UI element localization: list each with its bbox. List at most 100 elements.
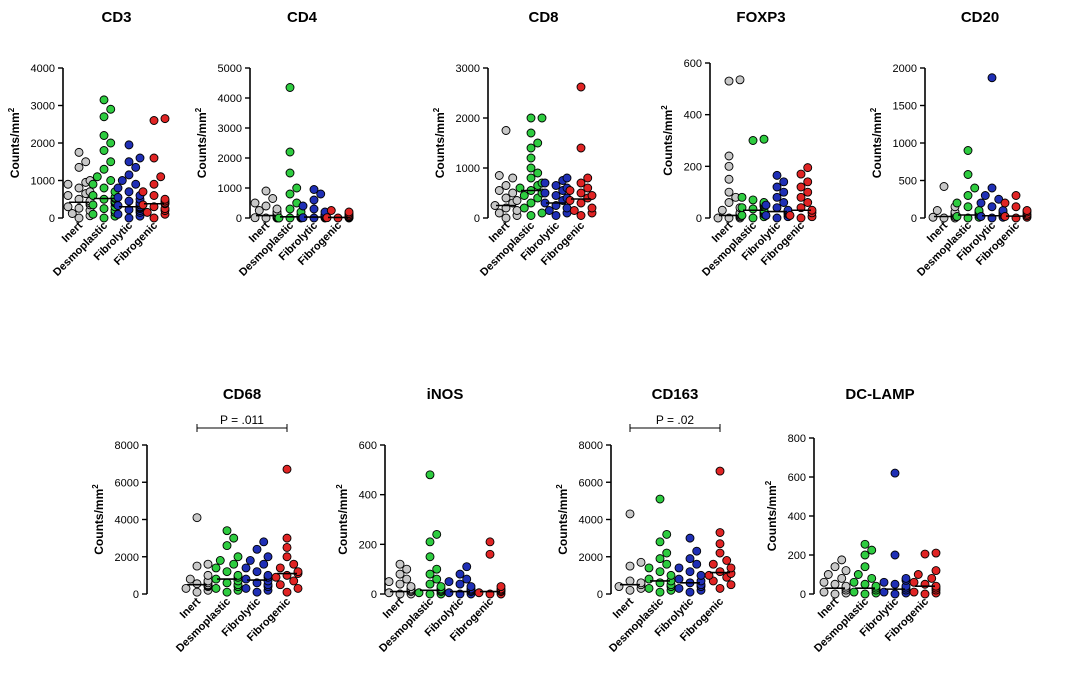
data-point-fibrogenic: [565, 186, 575, 195]
x-category-label: Inert: [611, 595, 637, 621]
y-tick-label: 6000: [579, 477, 603, 489]
y-tick-label: 3000: [456, 63, 480, 75]
data-point-fibrolytic: [113, 192, 123, 202]
data-point-fibrogenic: [803, 187, 813, 197]
data-point-desmoplastic: [99, 95, 109, 105]
data-point-inert: [508, 188, 518, 198]
data-point-inert: [625, 576, 635, 586]
data-point-desmoplastic: [867, 545, 877, 555]
chart-title: iNOS: [427, 386, 464, 403]
data-point-fibrogenic: [920, 579, 930, 589]
data-point-fibrogenic: [796, 169, 806, 179]
y-tick-label: 0: [597, 589, 603, 601]
data-point-fibrolytic: [466, 582, 476, 591]
data-point-fibrogenic: [803, 177, 813, 187]
y-tick-label: 3000: [218, 123, 242, 135]
data-point-inert: [830, 562, 840, 572]
data-point-desmoplastic: [759, 134, 769, 144]
data-point-desmoplastic: [211, 563, 221, 573]
data-point-inert: [74, 183, 84, 193]
data-point-inert: [724, 198, 734, 207]
y-tick-label: 0: [133, 589, 139, 601]
data-point-desmoplastic: [222, 567, 232, 577]
data-point-inert: [614, 582, 624, 591]
data-point-fibrogenic: [796, 182, 806, 192]
data-point-inert: [819, 587, 829, 597]
y-tick-label: 5000: [218, 63, 242, 75]
data-point-fibrolytic: [674, 563, 684, 573]
data-point-fibrogenic: [293, 567, 303, 577]
data-point-desmoplastic: [432, 529, 442, 539]
data-point-fibrogenic: [138, 200, 148, 210]
data-point-desmoplastic: [106, 104, 116, 114]
data-point-desmoplastic: [285, 204, 295, 214]
data-point-desmoplastic: [537, 113, 547, 123]
panel-inos: iNOS0200400600Counts/mm2InertDesmoplasti…: [335, 386, 506, 655]
y-tick-label: 200: [684, 161, 702, 173]
chart-title: DC-LAMP: [845, 386, 914, 403]
data-point-fibrogenic: [156, 172, 166, 182]
data-point-desmoplastic: [222, 526, 232, 536]
y-axis-label: Counts/mm2: [7, 107, 22, 178]
data-point-inert: [74, 194, 84, 204]
data-point-inert: [203, 570, 213, 580]
data-point-fibrolytic: [316, 189, 326, 199]
panel-cd3: CD301000200030004000Counts/mm2InertDesmo…: [7, 9, 170, 279]
data-point-fibrogenic: [485, 549, 495, 559]
panel-cd4: CD4010002000300040005000Counts/mm2InertD…: [194, 9, 354, 279]
data-point-inert: [494, 186, 504, 195]
data-point-fibrogenic: [785, 210, 795, 220]
y-tick-label: 400: [684, 110, 702, 122]
data-point-desmoplastic: [737, 192, 747, 202]
data-point-fibrogenic: [576, 198, 586, 208]
y-axis-label-superscript: 2: [660, 105, 669, 110]
data-point-desmoplastic: [88, 191, 98, 200]
data-point-fibrogenic: [1022, 206, 1032, 215]
data-point-desmoplastic: [849, 577, 859, 587]
data-point-fibrolytic: [551, 181, 561, 190]
data-point-desmoplastic: [871, 581, 881, 591]
data-point-fibrogenic: [931, 566, 941, 576]
data-point-fibrolytic: [976, 198, 986, 208]
data-point-fibrogenic: [576, 82, 586, 92]
data-point-desmoplastic: [952, 198, 962, 208]
data-point-desmoplastic: [748, 213, 758, 223]
data-point-desmoplastic: [748, 204, 758, 214]
data-point-desmoplastic: [233, 570, 243, 580]
significance-label: P = .02: [656, 413, 694, 427]
data-point-fibrogenic: [282, 542, 292, 552]
data-point-fibrolytic: [124, 170, 134, 180]
data-point-inert: [625, 561, 635, 571]
data-point-fibrogenic: [920, 589, 930, 599]
data-point-fibrogenic: [726, 580, 736, 590]
data-point-inert: [181, 583, 191, 593]
data-point-fibrogenic: [142, 207, 152, 217]
data-point-fibrogenic: [803, 198, 813, 207]
data-point-desmoplastic: [99, 204, 109, 214]
data-point-desmoplastic: [292, 183, 302, 193]
data-point-desmoplastic: [233, 552, 243, 562]
data-point-fibrolytic: [309, 204, 319, 214]
data-point-inert: [203, 559, 213, 569]
data-point-fibrogenic: [1000, 198, 1010, 208]
data-point-inert: [74, 162, 84, 172]
data-point-fibrolytic: [540, 178, 550, 188]
data-point-inert: [823, 570, 833, 579]
y-tick-label: 400: [788, 511, 806, 523]
y-tick-label: 8000: [115, 440, 139, 452]
y-axis-label: Counts/mm2: [432, 107, 447, 178]
y-tick-label: 600: [684, 58, 702, 70]
data-point-desmoplastic: [860, 562, 870, 572]
y-tick-label: 4000: [31, 63, 55, 75]
data-point-fibrolytic: [124, 196, 134, 206]
data-point-desmoplastic: [849, 587, 859, 597]
data-point-fibrogenic: [569, 206, 579, 215]
data-point-inert: [74, 213, 84, 223]
data-point-fibrolytic: [117, 176, 127, 185]
y-tick-label: 0: [474, 213, 480, 225]
data-point-desmoplastic: [106, 157, 116, 167]
data-point-fibrogenic: [289, 576, 299, 586]
data-point-fibrogenic: [927, 573, 937, 583]
data-point-fibrolytic: [890, 468, 900, 478]
data-point-fibrolytic: [135, 153, 145, 163]
